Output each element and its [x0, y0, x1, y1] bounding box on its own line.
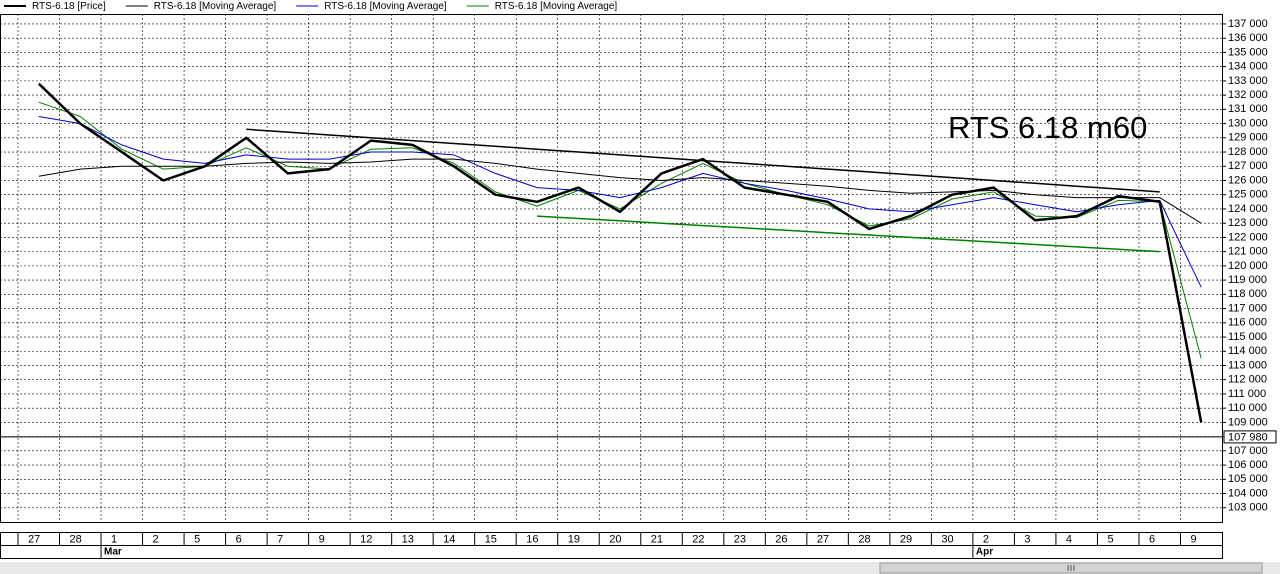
chart-annotation: RTS 6.18 m60: [948, 110, 1147, 145]
y-tick-label: 105 000: [1228, 473, 1268, 485]
x-tick-label: 4: [1066, 533, 1072, 545]
y-tick-label: 124 000: [1228, 203, 1268, 215]
x-tick-label: 19: [568, 533, 580, 545]
y-tick-label: 126 000: [1228, 174, 1268, 186]
y-tick-label: 106 000: [1228, 459, 1268, 471]
x-tick-label: 7: [277, 533, 283, 545]
x-tick-label: 2: [983, 533, 989, 545]
y-tick-label: 135 000: [1228, 46, 1268, 58]
y-tick-label: 123 000: [1228, 217, 1268, 229]
x-tick-label: 20: [609, 533, 621, 545]
plot-frame: [0, 14, 1223, 523]
x-tick-label: 23: [734, 533, 746, 545]
y-tick-label: 115 000: [1228, 331, 1267, 343]
y-tick-label: 130 000: [1228, 117, 1268, 129]
x-tick-label: 28: [70, 533, 82, 545]
y-tick-label: 116 000: [1228, 317, 1267, 329]
legend-label: RTS-6.18 [Moving Average]: [495, 1, 618, 12]
y-tick-label: 127 000: [1228, 160, 1268, 172]
legend-label: RTS-6.18 [Moving Average]: [324, 1, 447, 12]
y-tick-label: 103 000: [1228, 502, 1268, 514]
last-value-box: [1223, 430, 1277, 444]
y-tick-label: 122 000: [1228, 231, 1268, 243]
y-tick-label: 110 000: [1228, 402, 1267, 414]
y-tick-label: 128 000: [1228, 146, 1268, 158]
x-tick-label: 27: [28, 533, 40, 545]
x-tick-label: 5: [194, 533, 200, 545]
y-tick-label: 133 000: [1228, 75, 1268, 87]
x-tick-label: 26: [775, 533, 787, 545]
y-tick-label: 136 000: [1228, 32, 1268, 44]
price-line: [37, 82, 1203, 423]
x-tick-label: 13: [402, 533, 414, 545]
x-tick-label: 21: [651, 533, 663, 545]
y-tick-label: 129 000: [1228, 132, 1268, 144]
y-tick-label: 114 000: [1228, 345, 1267, 357]
y-tick-label: 111 000: [1228, 388, 1266, 400]
x-tick-label: 3: [1024, 533, 1030, 545]
x-tick-label: 29: [900, 533, 912, 545]
x-tick-label: 30: [941, 533, 953, 545]
last-value-label: 107 980: [1228, 431, 1268, 443]
x-tick-label: 1: [111, 533, 117, 545]
y-tick-label: 104 000: [1228, 487, 1268, 499]
y-tick-label: 132 000: [1228, 89, 1268, 101]
y-tick-label: 137 000: [1228, 18, 1268, 30]
x-tick-label: 16: [526, 533, 538, 545]
y-tick-label: 109 000: [1228, 416, 1268, 428]
y-tick-label: 125 000: [1228, 189, 1268, 201]
y-tick-label: 134 000: [1228, 61, 1268, 73]
y-tick-label: 120 000: [1228, 260, 1268, 272]
trend-line: [536, 215, 1160, 253]
x-tick-label: 15: [485, 533, 497, 545]
y-tick-label: 118 000: [1228, 288, 1267, 300]
y-tick-label: 112 000: [1228, 374, 1267, 386]
x-tick-label: 2: [153, 533, 159, 545]
x-tick-label: 6: [1149, 533, 1155, 545]
x-tick-label: 9: [319, 533, 325, 545]
y-tick-label: 119 000: [1228, 274, 1267, 286]
y-tick-label: 117 000: [1228, 302, 1267, 314]
month-label: Apr: [976, 547, 993, 558]
y-tick-label: 121 000: [1228, 246, 1268, 258]
moving-average-line: [38, 158, 1202, 224]
legend-label: RTS-6.18 [Price]: [32, 1, 106, 12]
x-tick-label: 5: [1107, 533, 1113, 545]
x-tick-label: 6: [236, 533, 242, 545]
legend-label: RTS-6.18 [Moving Average]: [154, 1, 277, 12]
x-tick-label: 12: [360, 533, 372, 545]
x-tick-label: 22: [692, 533, 704, 545]
x-tick-label: 28: [858, 533, 870, 545]
y-tick-label: 107 000: [1228, 445, 1268, 457]
y-tick-label: 131 000: [1228, 103, 1268, 115]
x-tick-label: 9: [1190, 533, 1196, 545]
scrollbar-grip: [1067, 565, 1075, 571]
x-tick-label: 14: [443, 533, 455, 545]
month-label: Mar: [104, 547, 122, 558]
y-tick-label: 113 000: [1228, 359, 1267, 371]
x-tick-label: 27: [817, 533, 829, 545]
